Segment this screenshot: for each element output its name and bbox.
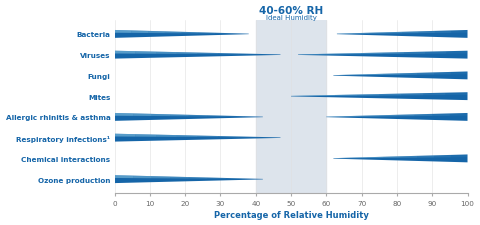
Polygon shape bbox=[152, 114, 170, 117]
Polygon shape bbox=[133, 114, 152, 117]
Polygon shape bbox=[291, 96, 313, 97]
Polygon shape bbox=[135, 52, 156, 54]
Polygon shape bbox=[207, 178, 226, 179]
Polygon shape bbox=[115, 113, 133, 116]
Polygon shape bbox=[156, 52, 177, 55]
Polygon shape bbox=[313, 96, 335, 97]
Polygon shape bbox=[383, 53, 404, 55]
Polygon shape bbox=[334, 75, 350, 76]
Polygon shape bbox=[207, 116, 226, 117]
Polygon shape bbox=[326, 113, 468, 121]
Polygon shape bbox=[384, 74, 400, 76]
Polygon shape bbox=[198, 53, 218, 55]
Polygon shape bbox=[401, 94, 423, 96]
Polygon shape bbox=[402, 32, 419, 34]
Polygon shape bbox=[344, 116, 361, 117]
Polygon shape bbox=[353, 34, 370, 35]
Polygon shape bbox=[451, 72, 468, 75]
Polygon shape bbox=[115, 52, 135, 54]
Polygon shape bbox=[115, 52, 280, 59]
Polygon shape bbox=[232, 34, 249, 35]
Polygon shape bbox=[451, 155, 468, 158]
Polygon shape bbox=[319, 54, 340, 55]
Polygon shape bbox=[115, 134, 280, 142]
Polygon shape bbox=[177, 53, 198, 55]
Polygon shape bbox=[350, 75, 367, 76]
Polygon shape bbox=[361, 116, 379, 117]
Polygon shape bbox=[445, 93, 468, 96]
Polygon shape bbox=[165, 32, 181, 34]
Polygon shape bbox=[446, 52, 468, 54]
Polygon shape bbox=[379, 94, 401, 96]
Polygon shape bbox=[189, 115, 207, 117]
Polygon shape bbox=[334, 155, 468, 163]
Polygon shape bbox=[386, 33, 402, 34]
Polygon shape bbox=[417, 156, 434, 158]
Polygon shape bbox=[133, 176, 152, 178]
Polygon shape bbox=[417, 73, 434, 75]
Polygon shape bbox=[115, 176, 263, 183]
Polygon shape bbox=[239, 137, 260, 138]
Polygon shape bbox=[198, 33, 215, 34]
Polygon shape bbox=[334, 72, 468, 80]
Polygon shape bbox=[198, 136, 218, 137]
Polygon shape bbox=[218, 54, 239, 55]
Polygon shape bbox=[337, 34, 353, 35]
Polygon shape bbox=[181, 33, 198, 34]
Polygon shape bbox=[215, 34, 232, 35]
Polygon shape bbox=[450, 113, 468, 116]
Polygon shape bbox=[170, 177, 189, 179]
Polygon shape bbox=[415, 114, 432, 117]
Polygon shape bbox=[367, 157, 384, 158]
Polygon shape bbox=[337, 31, 468, 39]
Polygon shape bbox=[115, 31, 249, 39]
Polygon shape bbox=[340, 54, 361, 55]
Polygon shape bbox=[404, 52, 425, 55]
Polygon shape bbox=[115, 134, 135, 137]
Polygon shape bbox=[370, 33, 386, 34]
Polygon shape bbox=[132, 31, 148, 34]
X-axis label: Percentage of Relative Humidity: Percentage of Relative Humidity bbox=[214, 211, 369, 219]
Polygon shape bbox=[361, 53, 383, 55]
Polygon shape bbox=[432, 114, 450, 117]
Polygon shape bbox=[115, 31, 132, 34]
Polygon shape bbox=[152, 176, 170, 179]
Polygon shape bbox=[397, 115, 415, 117]
Polygon shape bbox=[335, 95, 357, 96]
Polygon shape bbox=[434, 155, 451, 158]
Polygon shape bbox=[357, 95, 379, 96]
Polygon shape bbox=[367, 74, 384, 76]
Polygon shape bbox=[400, 156, 417, 158]
Polygon shape bbox=[226, 178, 244, 179]
Polygon shape bbox=[334, 158, 350, 159]
Polygon shape bbox=[156, 135, 177, 137]
Polygon shape bbox=[218, 136, 239, 138]
Polygon shape bbox=[115, 176, 133, 178]
Polygon shape bbox=[423, 93, 445, 96]
Polygon shape bbox=[260, 137, 280, 138]
Polygon shape bbox=[400, 74, 417, 75]
Text: Ideal Humidity: Ideal Humidity bbox=[265, 15, 316, 21]
Polygon shape bbox=[384, 157, 400, 158]
Polygon shape bbox=[451, 31, 468, 34]
Polygon shape bbox=[239, 54, 260, 55]
Polygon shape bbox=[170, 115, 189, 117]
Polygon shape bbox=[379, 115, 397, 117]
Text: 40-60% RH: 40-60% RH bbox=[259, 6, 323, 16]
Polygon shape bbox=[189, 177, 207, 179]
Polygon shape bbox=[177, 135, 198, 137]
Polygon shape bbox=[298, 52, 468, 59]
Bar bbox=[256, 21, 326, 193]
Polygon shape bbox=[291, 93, 468, 101]
Polygon shape bbox=[135, 135, 156, 137]
Polygon shape bbox=[425, 52, 446, 54]
Polygon shape bbox=[419, 32, 435, 34]
Polygon shape bbox=[226, 116, 244, 117]
Polygon shape bbox=[115, 113, 263, 121]
Polygon shape bbox=[148, 32, 165, 34]
Polygon shape bbox=[435, 31, 451, 34]
Polygon shape bbox=[434, 73, 451, 75]
